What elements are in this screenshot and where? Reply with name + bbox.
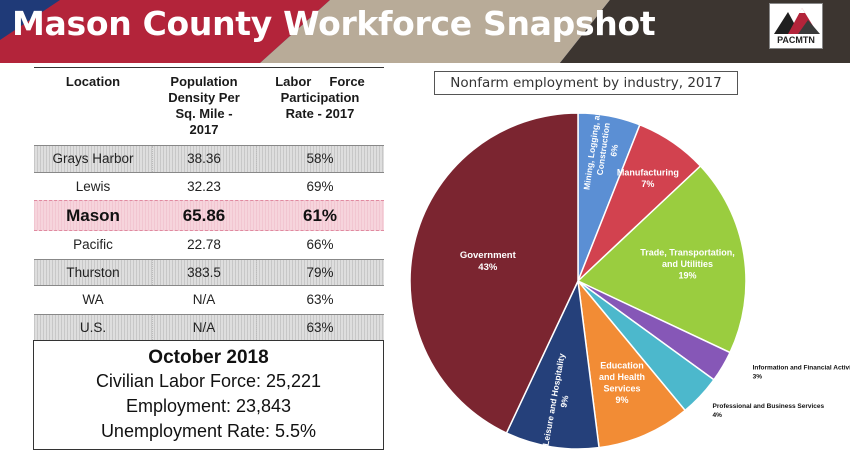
banner-background <box>0 0 850 63</box>
slice-label: Professional and Business Services 4% <box>713 403 825 419</box>
cell-labor: 66% <box>306 237 334 253</box>
slice-percent-label: 4% <box>713 412 723 419</box>
cell-location: Lewis <box>75 178 111 194</box>
cell-density: 32.23 <box>187 178 221 194</box>
slice-government <box>409 112 579 435</box>
workforce-table: Location Population Density Per Sq. Mile… <box>34 67 384 341</box>
column-divider <box>152 314 153 340</box>
table-row-highlighted: Mason 65.86 61% <box>34 200 384 231</box>
column-divider <box>256 146 257 172</box>
table-row: Thurston 383.5 79% <box>34 258 384 286</box>
header-density-line: Sq. Mile - <box>175 106 233 121</box>
stats-unemployment-rate: Unemployment Rate: 5.5% <box>100 421 317 441</box>
header-labor-line: Labor Force <box>275 74 365 89</box>
slice-name-label: and Utilities <box>662 259 713 269</box>
column-divider <box>256 259 257 285</box>
cell-density: 22.78 <box>187 237 221 253</box>
cell-density: N/A <box>192 319 216 335</box>
header-banner: Mason County Workforce Snapshot PACMTN <box>0 0 850 63</box>
table-row: Lewis 32.23 69% <box>34 173 384 201</box>
slice-leisure-hospitality <box>505 278 600 450</box>
cell-location: WA <box>82 292 104 308</box>
slice-percent-label: 19% <box>678 270 696 280</box>
cell-labor: 58% <box>306 151 334 167</box>
column-divider <box>152 259 153 285</box>
slice-name-label: Government <box>460 250 517 261</box>
column-divider <box>256 314 257 340</box>
table-row: U.S. N/A 63% <box>34 313 384 341</box>
slice-percent-label: 7% <box>641 179 654 189</box>
header-density-line: 2017 <box>189 122 219 137</box>
slice-name-label: Trade, Transportation, <box>640 247 735 257</box>
slice-percent-label: 6% <box>608 143 620 157</box>
slice-label: Information and Financial Activities 3% <box>753 364 850 380</box>
header-labor-line: Participation <box>280 90 360 105</box>
slice-percent-label: 43% <box>478 262 498 273</box>
table-row: WA N/A 63% <box>34 286 384 314</box>
header-density-line: Population <box>170 74 238 89</box>
header-density-line: Density Per <box>168 90 240 105</box>
cell-labor: 61% <box>302 205 338 225</box>
slice-percent-label: 3% <box>753 373 763 380</box>
mountain-icon <box>774 8 820 34</box>
slice-name-label: Manufacturing <box>617 168 679 178</box>
slice-trade-transportation <box>576 164 747 354</box>
slice-name-label: Services <box>603 384 640 394</box>
stats-labor-force: Civilian Labor Force: 25,221 <box>95 371 322 391</box>
slice-name-label: Education <box>600 361 644 371</box>
table-row: Pacific 22.78 66% <box>34 231 384 259</box>
header-labor-force: Labor Force Participation Rate - 2017 <box>256 74 384 122</box>
header-density: Population Density Per Sq. Mile - 2017 <box>152 74 256 138</box>
table-header: Location Population Density Per Sq. Mile… <box>34 67 384 145</box>
header-labor-line: Rate - 2017 <box>285 106 355 121</box>
slice-percent-label: 9% <box>615 395 628 405</box>
cell-labor: 63% <box>306 292 334 308</box>
cell-density: 383.5 <box>187 264 221 280</box>
slice-name-label: and Health <box>599 372 645 382</box>
cell-location: Thurston <box>66 264 120 280</box>
cell-location: Pacific <box>73 237 113 253</box>
logo-text: PACMTN <box>777 35 815 45</box>
cell-labor: 69% <box>306 178 334 194</box>
slice-education-health <box>576 278 687 449</box>
cell-density: N/A <box>192 292 216 308</box>
cell-density: 38.36 <box>187 151 221 167</box>
cell-location: Grays Harbor <box>52 151 134 167</box>
slice-percent-label: 9% <box>558 394 570 408</box>
pacmtn-logo: PACMTN <box>769 3 823 49</box>
cell-location: Mason <box>66 205 120 225</box>
chart-title: Nonfarm employment by industry, 2017 <box>434 71 738 95</box>
slice-name-label: Information and Financial Activities <box>753 364 850 371</box>
table-row: Grays Harbor 38.36 58% <box>34 145 384 173</box>
header-location: Location <box>65 74 121 89</box>
labor-stats-box: October 2018 Civilian Labor Force: 25,22… <box>33 340 384 450</box>
cell-labor: 79% <box>306 264 334 280</box>
cell-labor: 63% <box>306 319 334 335</box>
stats-employment: Employment: 23,843 <box>125 396 292 416</box>
cell-location: U.S. <box>79 319 107 335</box>
page-title: Mason County Workforce Snapshot <box>12 4 656 43</box>
column-divider <box>152 146 153 172</box>
slice-name-label: Professional and Business Services <box>713 403 825 410</box>
cell-density: 65.86 <box>182 205 226 225</box>
stats-title: October 2018 <box>148 347 269 368</box>
